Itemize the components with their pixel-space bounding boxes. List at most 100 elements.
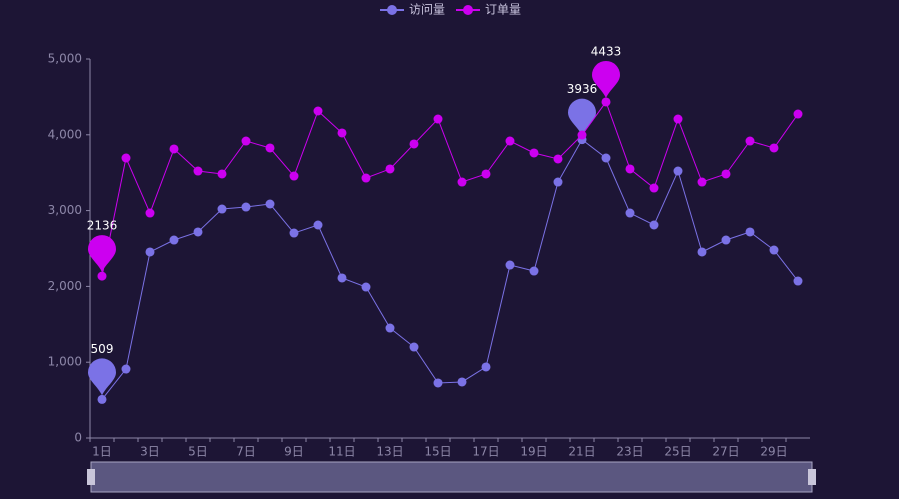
data-point — [313, 220, 323, 230]
data-point — [409, 342, 419, 352]
legend-label: 订单量 — [485, 3, 521, 17]
zoom-window[interactable] — [90, 461, 813, 493]
y-tick-label: 1,000 — [48, 355, 82, 369]
mark-pin — [592, 60, 620, 98]
data-point — [193, 166, 203, 176]
zoom-handle[interactable] — [808, 469, 816, 485]
mark-label: 2136 — [87, 219, 118, 233]
data-point — [409, 139, 419, 149]
legend-icon — [463, 5, 473, 15]
data-point — [265, 199, 275, 209]
data-point — [97, 271, 107, 281]
mark-pin — [88, 358, 116, 396]
data-point — [601, 97, 611, 107]
data-point — [385, 323, 395, 333]
data-point — [193, 227, 203, 237]
data-point — [265, 143, 275, 153]
mark-label: 4433 — [591, 44, 622, 58]
x-tick-label: 29日 — [760, 445, 787, 459]
data-point — [289, 228, 299, 238]
data-point — [793, 109, 803, 119]
x-tick-label: 15日 — [424, 445, 451, 459]
data-point — [577, 130, 587, 140]
data-point — [337, 128, 347, 138]
x-tick-label: 13日 — [376, 445, 403, 459]
x-tick-label: 1日 — [92, 445, 112, 459]
data-point — [241, 202, 251, 212]
data-point — [361, 173, 371, 183]
data-point — [673, 114, 683, 124]
data-point — [145, 247, 155, 257]
data-point — [625, 164, 635, 174]
data-point — [721, 169, 731, 179]
data-point — [745, 227, 755, 237]
data-point — [721, 235, 731, 245]
legend-item: 访问量 — [380, 3, 445, 17]
data-point — [601, 153, 611, 163]
series-line — [101, 100, 799, 277]
data-point — [553, 177, 563, 187]
x-tick-label: 9日 — [284, 445, 304, 459]
y-tick-label: 3,000 — [48, 203, 82, 217]
data-point — [529, 266, 539, 276]
y-tick-label: 5,000 — [48, 52, 82, 66]
x-tick-label: 19日 — [520, 445, 547, 459]
mark-label: 509 — [91, 342, 114, 356]
mark-pin — [88, 235, 116, 273]
x-tick-label: 17日 — [472, 445, 499, 459]
data-point — [505, 260, 515, 270]
data-point — [121, 153, 131, 163]
x-tick-label: 25日 — [664, 445, 691, 459]
x-tick-label: 3日 — [140, 445, 160, 459]
data-point — [457, 377, 467, 387]
data-point — [169, 235, 179, 245]
data-point — [793, 276, 803, 286]
y-tick-label: 0 — [74, 431, 82, 445]
data-point — [241, 136, 251, 146]
data-point — [385, 164, 395, 174]
mark-pin — [568, 98, 596, 136]
data-point — [313, 106, 323, 116]
data-point — [673, 166, 683, 176]
data-point — [649, 183, 659, 193]
data-point — [337, 273, 347, 283]
x-tick-label: 23日 — [616, 445, 643, 459]
data-point — [289, 171, 299, 181]
zoom-handle[interactable] — [87, 469, 95, 485]
data-point — [217, 204, 227, 214]
x-tick-label: 5日 — [188, 445, 208, 459]
data-point — [97, 394, 107, 404]
x-tick-label: 7日 — [236, 445, 256, 459]
series-line — [101, 138, 799, 400]
legend-icon — [387, 5, 397, 15]
data-zoom[interactable] — [87, 461, 816, 493]
data-point — [361, 282, 371, 292]
data-point — [433, 378, 443, 388]
data-point — [121, 364, 131, 374]
data-point — [169, 144, 179, 154]
x-tick-label: 11日 — [328, 445, 355, 459]
x-tick-label: 21日 — [568, 445, 595, 459]
data-point — [769, 245, 779, 255]
data-point — [217, 169, 227, 179]
data-point — [697, 247, 707, 257]
legend-label: 访问量 — [409, 3, 445, 17]
data-point — [769, 143, 779, 153]
data-point — [697, 177, 707, 187]
y-tick-label: 2,000 — [48, 279, 82, 293]
data-point — [505, 136, 515, 146]
data-point — [481, 362, 491, 372]
legend-item: 订单量 — [456, 3, 521, 17]
data-point — [745, 136, 755, 146]
y-tick-label: 4,000 — [48, 127, 82, 141]
data-point — [529, 148, 539, 158]
data-point — [625, 208, 635, 218]
x-tick-label: 27日 — [712, 445, 739, 459]
data-point — [649, 220, 659, 230]
data-point — [553, 154, 563, 164]
data-point — [145, 208, 155, 218]
data-point — [457, 177, 467, 187]
mark-label: 3936 — [567, 82, 598, 96]
data-point — [433, 114, 443, 124]
